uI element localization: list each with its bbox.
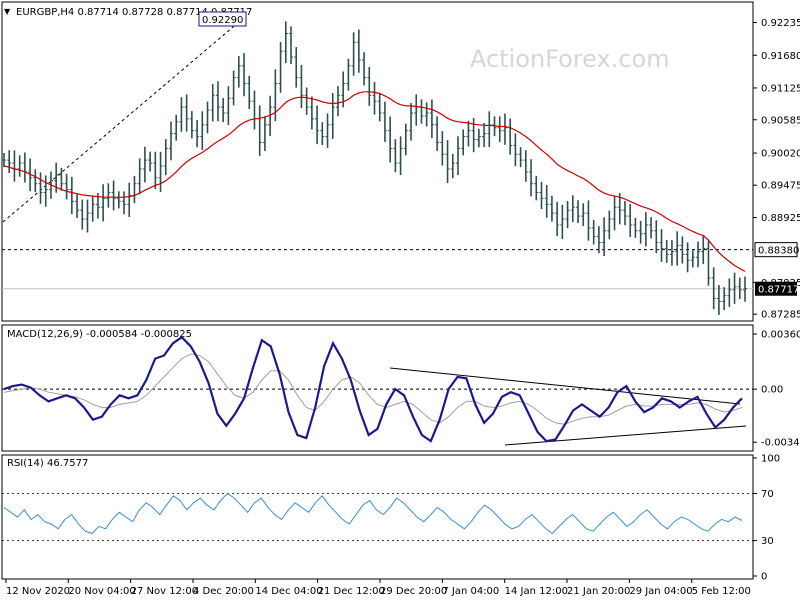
macd-series [2, 335, 753, 446]
x-tick-label: 5 Feb 12:00 [692, 586, 751, 597]
x-tick-label: 7 Jan 04:00 [442, 586, 499, 597]
level-label-box [754, 242, 798, 258]
rsi-tick-label: 30 [761, 536, 774, 547]
macd-tick-label: 0.00 [761, 385, 783, 396]
moving-average [3, 91, 746, 273]
price-tick-label: 0.88925 [761, 213, 800, 224]
macd-tick-label: -0.003472 [761, 438, 800, 449]
x-tick-label: 14 Dec 04:00 [255, 586, 322, 597]
rsi-line [3, 492, 743, 535]
macd-panel-frame [1, 324, 754, 452]
peak-label-box [198, 11, 247, 27]
x-tick-label: 27 Nov 12:00 [131, 586, 198, 597]
rsi-series [2, 492, 753, 541]
price-tick-label: 0.92235 [761, 18, 800, 29]
x-tick-label: 20 Nov 04:00 [68, 586, 135, 597]
price-annotations: 0.92290 0.88380 0.87717 [198, 11, 799, 296]
rsi-y-axis: 100 70 30 0 [753, 454, 780, 583]
peak-label: 0.92290 [202, 15, 243, 26]
rsi-header: RSI(14) 46.7577 [7, 458, 88, 469]
x-tick-label: 29 Dec 20:00 [380, 586, 447, 597]
price-tick-label: 0.90585 [761, 115, 800, 126]
level-label: 0.88380 [758, 246, 799, 257]
rsi-tick-label: 100 [761, 454, 780, 465]
x-tick-label: 21 Jan 20:00 [567, 586, 630, 597]
price-bars [2, 21, 747, 315]
macd-lower-trendline [504, 425, 747, 446]
price-panel-frame [1, 1, 754, 322]
rsi-tick-label: 70 [761, 489, 774, 500]
price-tick-label: 0.91680 [761, 51, 800, 62]
moving-average-line [3, 91, 746, 273]
trend-line [2, 15, 247, 223]
macd-line [3, 335, 743, 443]
rsi-tick-label: 0 [761, 572, 767, 583]
x-tick-label: 21 Dec 12:00 [318, 586, 385, 597]
price-tick-label: 0.87285 [761, 310, 800, 321]
price-tick-label: 0.89475 [761, 181, 800, 192]
x-tick-label: 29 Jan 04:00 [629, 586, 692, 597]
price-levels [2, 15, 753, 290]
macd-y-axis: 0.003609 0.00 -0.003472 [753, 329, 800, 449]
price-header: EURGBP,H4 0.87714 0.87728 0.87714 0.8771… [16, 7, 252, 18]
price-tick-label: 0.91125 [761, 83, 800, 94]
macd-tick-label: 0.003609 [761, 329, 800, 340]
price-y-axis: 0.92235 0.91680 0.91125 0.90585 0.90020 0.894… [753, 18, 800, 321]
rsi-panel-frame [1, 454, 754, 580]
collapse-triangle-icon[interactable]: ▼ [4, 7, 11, 16]
last-price-label: 0.87717 [758, 285, 799, 296]
x-tick-label: 4 Dec 20:00 [193, 586, 254, 597]
macd-header: MACD(12,26,9) -0.000584 -0.000825 [7, 329, 192, 340]
x-tick-label: 14 Jan 12:00 [505, 586, 568, 597]
macd-upper-trendline [389, 367, 741, 405]
x-tick-label: 12 Nov 2020 [6, 586, 70, 597]
price-tick-label: 0.90020 [761, 149, 800, 160]
signal-line [3, 353, 743, 425]
watermark-text: ActionForex.com [470, 45, 670, 73]
last-price-label-box [755, 281, 797, 296]
